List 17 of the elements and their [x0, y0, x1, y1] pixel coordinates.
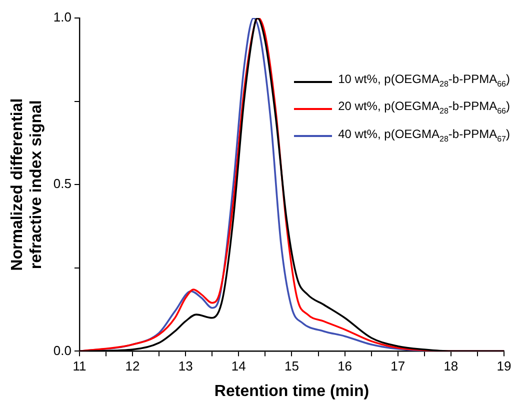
- x-tick-label: 13: [178, 358, 193, 374]
- legend-label: 40 wt%, p(OEGMA$_{28}$-b-PPMA$_{67}$): [338, 126, 510, 146]
- x-tick-label: 18: [444, 358, 458, 374]
- x-tick-label: 17: [390, 358, 406, 374]
- y-tick-label: 0.0: [53, 342, 72, 358]
- y-tick-label: 1.0: [53, 10, 72, 25]
- x-tick-label: 15: [284, 358, 299, 374]
- legend-label: 10 wt%, p(OEGMA$_{28}$-b-PPMA$_{66}$): [338, 71, 510, 90]
- x-tick-label: 14: [231, 358, 246, 374]
- x-tick-label: 12: [125, 358, 140, 374]
- y-tick-label: 0.5: [53, 176, 72, 192]
- x-tick-label: 19: [496, 358, 512, 374]
- x-tick-label: 11: [72, 358, 86, 374]
- legend-label: 20 wt%, p(OEGMA$_{28}$-b-PPMA$_{66}$): [338, 98, 510, 118]
- y-axis-title: Normalized differential refractive index signal: [9, 98, 46, 271]
- x-axis-title: Retention time (min): [214, 382, 370, 400]
- x-tick-label: 16: [338, 358, 352, 374]
